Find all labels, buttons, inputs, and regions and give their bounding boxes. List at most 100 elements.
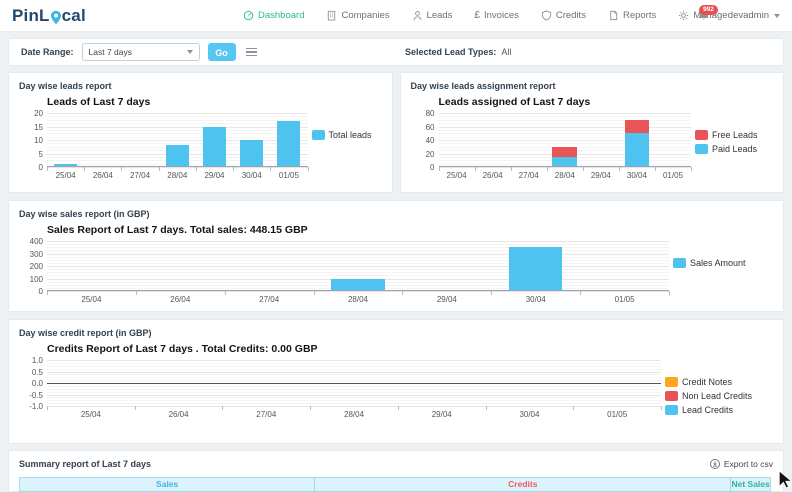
go-button[interactable]: Go	[208, 43, 236, 61]
nav-invoices[interactable]: £ Invoices	[474, 10, 518, 21]
x-tick	[308, 167, 309, 171]
legend-item-free-leads[interactable]: Free Leads	[695, 130, 773, 140]
legend-item-sales-amount[interactable]: Sales Amount	[673, 258, 773, 268]
gridline	[47, 380, 661, 381]
logo-text-l: L	[39, 6, 50, 26]
gridline	[439, 127, 692, 128]
column-header-net-sales: Net Sales	[730, 477, 771, 492]
legend-swatch	[312, 130, 325, 140]
gridline	[47, 116, 308, 117]
legend-item-lead-credits[interactable]: Lead Credits	[665, 405, 773, 415]
summary-table-header: Sales Credits Net Sales	[19, 477, 773, 492]
chart-main: 010020030040025/0426/0427/0428/0429/0430…	[19, 238, 673, 307]
chart-legend: Free Leads Paid Leads	[695, 110, 773, 183]
gridline	[47, 363, 661, 364]
x-axis-label: 26/04	[135, 410, 223, 419]
column-header-sales: Sales	[19, 477, 315, 492]
bar-free-leads	[625, 120, 650, 134]
nav-leads[interactable]: Leads	[412, 10, 453, 21]
filter-bar: Date Range: Last 7 days Go Selected Lead…	[8, 38, 784, 66]
chart-title: Leads assigned of Last 7 days	[439, 96, 774, 108]
x-axis-label: 01/05	[270, 171, 307, 180]
chart-body: -1.0-0.50.00.51.025/0426/0427/0428/0429/…	[19, 357, 773, 422]
export-to-csv-button[interactable]: Export to csv	[710, 459, 773, 469]
gridline	[47, 291, 669, 292]
x-axis-label: 25/04	[47, 171, 84, 180]
gridline	[439, 116, 692, 117]
y-axis-label: 60	[411, 123, 435, 132]
summary-title: Summary report of Last 7 days	[19, 459, 151, 469]
nav-dashboard[interactable]: Dashboard	[243, 10, 304, 21]
legend-swatch	[665, 405, 678, 415]
gridline	[439, 140, 692, 141]
menu-icon[interactable]	[246, 48, 257, 57]
gridline	[47, 263, 669, 264]
app-logo[interactable]: PinLcal	[12, 6, 86, 26]
nav-credits[interactable]: Credits	[541, 10, 586, 21]
nav-label: Leads	[427, 10, 453, 21]
gridline	[47, 143, 308, 144]
x-tick	[669, 291, 670, 295]
document-icon	[608, 10, 619, 21]
bar-free-leads	[552, 147, 577, 157]
legend-swatch	[665, 391, 678, 401]
legend-item-non-lead-credits[interactable]: Non Lead Credits	[665, 391, 773, 401]
gridline	[47, 257, 669, 258]
gridline	[47, 360, 661, 361]
chart-main: 02040608025/0426/0427/0428/0429/0430/040…	[411, 110, 696, 183]
chart-title: Sales Report of Last 7 days. Total sales…	[47, 224, 773, 236]
gridline	[47, 406, 661, 407]
legend-item-total-leads[interactable]: Total leads	[312, 130, 382, 140]
nav-companies[interactable]: Companies	[326, 10, 389, 21]
y-axis-label: 20	[19, 109, 43, 118]
x-axis-label: 27/04	[511, 171, 547, 180]
chart-main: -1.0-0.50.00.51.025/0426/0427/0428/0429/…	[19, 357, 665, 422]
date-range-select[interactable]: Last 7 days	[82, 43, 200, 61]
y-axis-label: 300	[19, 250, 43, 259]
credits-chart: Credits Report of Last 7 days . Total Cr…	[19, 343, 773, 422]
x-axis-label: 29/04	[583, 171, 619, 180]
chart-body: 0510152025/0426/0427/0428/0429/0430/0401…	[19, 110, 382, 183]
y-axis-label: 20	[411, 150, 435, 159]
user-menu[interactable]: devadmin	[728, 10, 780, 21]
chart-legend: Credit Notes Non Lead Credits Lead Credits	[665, 357, 773, 422]
nav-label: Credits	[556, 10, 586, 21]
legend-item-credit-notes[interactable]: Credit Notes	[665, 377, 773, 387]
legend-label: Credit Notes	[682, 377, 732, 387]
date-range-value: Last 7 days	[89, 47, 132, 57]
y-axis-label: 400	[19, 237, 43, 246]
gridline	[47, 377, 661, 378]
chart-plot-area: 010020030040025/0426/0427/0428/0429/0430…	[19, 241, 673, 307]
sales-chart: Sales Report of Last 7 days. Total sales…	[19, 224, 773, 307]
download-icon	[710, 459, 720, 469]
gridline	[47, 250, 669, 251]
top-navbar: PinLcal Dashboard Companies Leads £ Invo…	[0, 0, 792, 32]
x-axis-label: 27/04	[121, 171, 158, 180]
gridline	[47, 389, 661, 390]
bar-total-leads	[240, 140, 263, 167]
legend-item-paid-leads[interactable]: Paid Leads	[695, 144, 773, 154]
nav-reports[interactable]: Reports	[608, 10, 656, 21]
bar-total-leads	[203, 127, 226, 168]
x-axis-label: 28/04	[547, 171, 583, 180]
gridline	[47, 254, 669, 255]
x-axis-label: 30/04	[619, 171, 655, 180]
gridline	[439, 167, 692, 168]
gridline	[47, 133, 308, 134]
column-header-credits: Credits	[314, 477, 731, 492]
bar-total-leads	[166, 145, 189, 167]
leads-assignment-card: Day wise leads assignment report Leads a…	[400, 72, 785, 193]
y-axis-label: 5	[19, 150, 43, 159]
chart-legend: Total leads	[312, 110, 382, 183]
card-title: Day wise leads report	[19, 81, 382, 91]
gridline	[47, 120, 308, 121]
gridline	[47, 397, 661, 398]
x-axis-label: 25/04	[47, 295, 136, 304]
notifications-bell[interactable]: 992	[696, 8, 714, 26]
x-axis-label: 29/04	[196, 171, 233, 180]
x-axis-label: 28/04	[314, 295, 403, 304]
gridline	[439, 123, 692, 124]
legend-swatch	[695, 130, 708, 140]
logo-text-cal: cal	[62, 6, 86, 26]
gridline	[439, 113, 692, 114]
